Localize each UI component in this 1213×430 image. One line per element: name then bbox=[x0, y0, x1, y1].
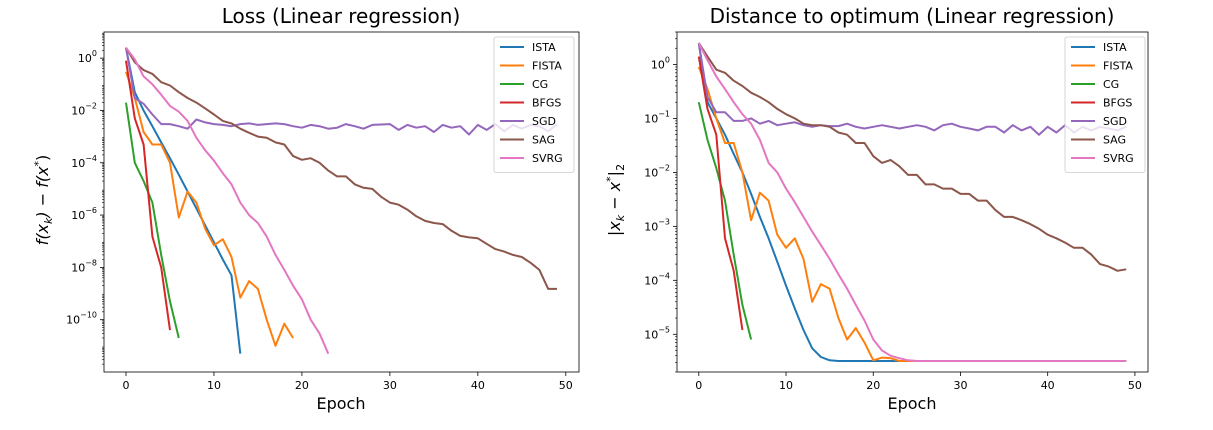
y-tick-label: 10−2 bbox=[644, 163, 670, 179]
axes-frame bbox=[676, 31, 1149, 373]
y-tick-label: 10−1 bbox=[644, 109, 670, 125]
legend-label: FISTA bbox=[532, 60, 562, 73]
legend-label: SAG bbox=[1103, 134, 1126, 147]
x-tick-label: 40 bbox=[1041, 379, 1055, 392]
legend-label: SGD bbox=[532, 115, 556, 128]
legend-label: SGD bbox=[1103, 115, 1127, 128]
series-line-cg bbox=[125, 102, 180, 339]
axes-frame bbox=[103, 31, 580, 373]
y-label-part: |x bbox=[605, 221, 624, 236]
series-line-fista bbox=[697, 66, 1127, 362]
legend-label: SVRG bbox=[532, 152, 563, 165]
series-line-sgd bbox=[697, 42, 1127, 136]
legend: ISTA FISTA CG BFGS SGD SAG SVRG bbox=[493, 36, 575, 173]
y-label-sub: 2 bbox=[614, 164, 627, 171]
series-line-svrg bbox=[697, 42, 1127, 362]
legend-label: ISTA bbox=[532, 41, 556, 54]
y-tick-label: 10−5 bbox=[644, 325, 670, 341]
series-line-sag bbox=[125, 47, 557, 290]
x-tick-label: 10 bbox=[207, 379, 221, 392]
y-label-sub: k bbox=[42, 217, 55, 224]
legend-label: CG bbox=[532, 78, 548, 91]
y-label-part: ) − f(x bbox=[33, 166, 52, 219]
series-line-svrg bbox=[125, 47, 330, 355]
x-tick-label: 30 bbox=[383, 379, 397, 392]
y-label-sup: * bbox=[604, 176, 617, 182]
y-tick-label: 10−6 bbox=[71, 206, 97, 222]
series-line-ista bbox=[697, 42, 1127, 362]
chart-loss: Loss (Linear regression) Epoch f(xk) − f… bbox=[32, 4, 580, 413]
y-label-sub: k bbox=[614, 214, 627, 221]
y-tick-label: 100 bbox=[651, 55, 670, 71]
y-axis-label: f(xk) − f(x*) bbox=[32, 155, 55, 246]
x-axis-label: Epoch bbox=[888, 394, 937, 413]
legend-label: CG bbox=[1103, 78, 1119, 91]
x-tick-label: 40 bbox=[471, 379, 485, 392]
y-tick-label: 10−10 bbox=[66, 311, 97, 327]
x-tick-label: 50 bbox=[559, 379, 573, 392]
y-tick-label: 10−4 bbox=[644, 271, 670, 287]
chart-title: Loss (Linear regression) bbox=[222, 4, 461, 28]
legend-label: ISTA bbox=[1103, 41, 1127, 54]
y-label-part: | bbox=[605, 171, 624, 176]
plot-area-loss: 0 10 20 30 40 50 100 10−2 10−4 10−6 10−8 10−10 ISTA F… bbox=[66, 31, 580, 392]
x-axis-label: Epoch bbox=[317, 394, 366, 413]
series-line-sag bbox=[697, 42, 1127, 272]
x-tick-label: 0 bbox=[122, 379, 129, 392]
legend-label: BFGS bbox=[1103, 97, 1132, 110]
chart-distance: Distance to optimum (Linear regression) … bbox=[604, 4, 1149, 413]
y-label-sup: * bbox=[32, 160, 45, 166]
y-label-part: f(x bbox=[33, 223, 52, 245]
series-line-cg bbox=[697, 101, 753, 340]
x-tick-label: 20 bbox=[866, 379, 880, 392]
series-line-bfgs bbox=[697, 56, 744, 331]
legend-label: SVRG bbox=[1103, 152, 1134, 165]
y-tick-label: 10−4 bbox=[71, 154, 97, 170]
series-line-bfgs bbox=[125, 60, 171, 331]
y-label-part: − x bbox=[605, 181, 624, 215]
x-tick-label: 10 bbox=[779, 379, 793, 392]
chart-title: Distance to optimum (Linear regression) bbox=[710, 4, 1115, 28]
series-line-ista bbox=[125, 47, 242, 354]
y-tick-label: 10−2 bbox=[71, 101, 97, 117]
x-tick-label: 50 bbox=[1128, 379, 1142, 392]
legend-label: FISTA bbox=[1103, 60, 1133, 73]
legend-label: SAG bbox=[532, 134, 555, 147]
y-tick-label: 10−3 bbox=[644, 217, 670, 233]
series-line-sgd bbox=[125, 47, 558, 136]
x-tick-label: 30 bbox=[953, 379, 967, 392]
legend: ISTA FISTA CG BFGS SGD SAG SVRG bbox=[1064, 36, 1146, 173]
x-tick-label: 0 bbox=[695, 379, 702, 392]
y-tick-label: 10−8 bbox=[71, 258, 97, 274]
plot-area-distance: 0 10 20 30 40 50 100 10−1 10−2 10−3 10−4 10−5 ISTA FI… bbox=[644, 31, 1149, 392]
y-tick-label: 100 bbox=[78, 49, 97, 65]
legend-label: BFGS bbox=[532, 97, 561, 110]
y-axis-label: |xk − x*|2 bbox=[604, 164, 627, 236]
series-line-fista bbox=[125, 71, 294, 347]
x-tick-label: 20 bbox=[295, 379, 309, 392]
y-label-part: ) bbox=[33, 155, 52, 161]
